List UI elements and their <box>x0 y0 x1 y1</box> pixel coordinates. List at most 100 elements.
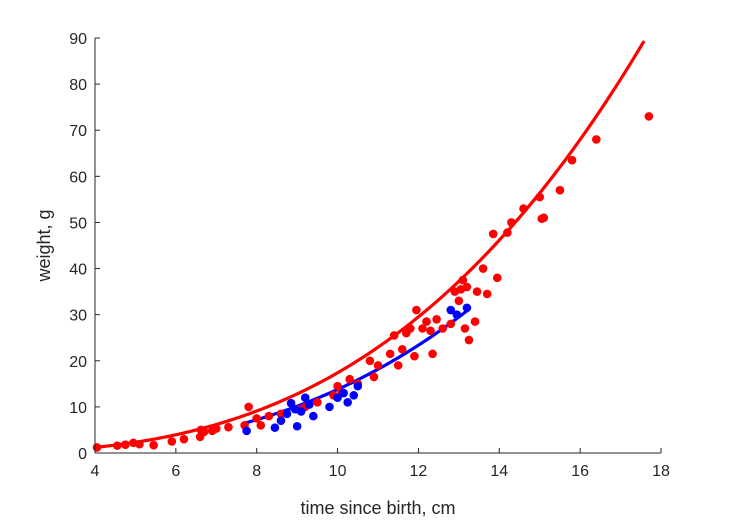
point-blue <box>300 393 310 402</box>
point-red <box>446 319 456 329</box>
point-red <box>393 361 403 370</box>
point-red <box>428 349 437 359</box>
point-red <box>345 374 355 384</box>
point-red <box>264 411 274 421</box>
point-blue <box>309 411 318 421</box>
y-tick-label: 90 <box>69 31 87 48</box>
point-red <box>365 356 375 366</box>
point-blue <box>446 305 456 315</box>
point-red <box>460 324 470 333</box>
point-red <box>373 361 383 370</box>
x-tick-label: 6 <box>171 463 180 480</box>
point-red <box>412 305 421 315</box>
point-red <box>121 440 130 450</box>
y-tick-label: 0 <box>78 446 87 463</box>
point-blue <box>339 388 348 398</box>
point-red <box>470 317 480 326</box>
point-blue <box>296 407 306 416</box>
x-axis-label: time since birth, cm <box>300 498 455 518</box>
point-red <box>426 326 435 336</box>
point-red <box>482 289 492 299</box>
point-red <box>410 351 419 361</box>
x-tick-label: 14 <box>490 463 508 480</box>
point-red <box>167 437 177 446</box>
point-blue <box>270 423 280 432</box>
point-red <box>333 381 342 391</box>
point-red <box>488 229 498 239</box>
point-red <box>492 273 502 283</box>
point-red <box>592 135 601 144</box>
point-blue <box>304 400 314 409</box>
point-blue <box>353 381 363 391</box>
point-red <box>432 314 441 324</box>
point-red <box>567 155 577 165</box>
point-red <box>397 344 407 354</box>
fit-line-red <box>93 40 645 449</box>
point-red <box>389 331 399 340</box>
point-blue <box>242 426 251 436</box>
point-red <box>422 317 431 326</box>
point-red <box>644 112 654 121</box>
point-red <box>149 440 158 450</box>
y-tick-label: 30 <box>69 308 87 325</box>
data-points <box>92 112 654 452</box>
point-red <box>478 264 488 273</box>
x-tick-label: 10 <box>329 463 347 480</box>
y-tick-label: 50 <box>69 215 87 232</box>
point-red <box>313 397 322 407</box>
point-blue <box>343 397 352 407</box>
point-red <box>276 409 286 419</box>
point-blue <box>462 303 472 313</box>
point-red <box>535 192 545 202</box>
point-red <box>503 228 512 237</box>
y-tick-label: 70 <box>69 123 87 140</box>
point-red <box>199 427 209 437</box>
point-blue <box>292 421 302 431</box>
point-red <box>555 185 565 195</box>
point-red <box>385 349 395 359</box>
point-red <box>252 414 262 423</box>
point-red <box>211 424 221 433</box>
axes <box>94 37 662 454</box>
x-tick-label: 8 <box>252 463 261 480</box>
point-red <box>458 275 468 285</box>
point-blue <box>276 416 286 426</box>
point-red <box>135 439 144 449</box>
y-tick-label: 10 <box>69 400 87 417</box>
point-red <box>438 324 447 333</box>
point-red <box>92 443 102 452</box>
point-red <box>224 422 233 432</box>
y-tick-label: 60 <box>69 169 87 186</box>
point-red <box>244 402 253 412</box>
point-red <box>464 335 474 345</box>
point-red <box>507 218 516 227</box>
point-red <box>539 213 549 223</box>
point-red <box>472 287 482 296</box>
point-blue <box>282 409 292 419</box>
x-tick-label: 12 <box>410 463 428 480</box>
point-red <box>418 324 427 333</box>
fit-line-blue <box>245 309 469 425</box>
y-tick-label: 80 <box>69 77 87 94</box>
tick-labels: 4 6 8 10 12 14 16 18 0 10 20 30 40 50 60 70 80 90 <box>69 31 670 480</box>
point-red <box>454 296 464 306</box>
x-tick-label: 4 <box>91 463 100 480</box>
point-red <box>462 282 472 292</box>
point-blue <box>452 310 462 319</box>
point-red <box>112 441 122 450</box>
y-tick-label: 40 <box>69 262 87 279</box>
point-blue <box>333 393 342 402</box>
point-red <box>406 324 415 333</box>
point-red <box>256 421 266 430</box>
x-tick-label: 16 <box>571 463 589 480</box>
point-red <box>369 372 379 382</box>
y-tick-label: 20 <box>69 354 87 371</box>
point-red <box>519 204 528 213</box>
fit-lines <box>93 40 645 449</box>
point-red <box>179 434 189 444</box>
x-tick-label: 18 <box>652 463 670 480</box>
point-blue <box>325 402 334 412</box>
point-blue <box>349 391 359 400</box>
y-axis-label: weight, g <box>34 209 54 282</box>
